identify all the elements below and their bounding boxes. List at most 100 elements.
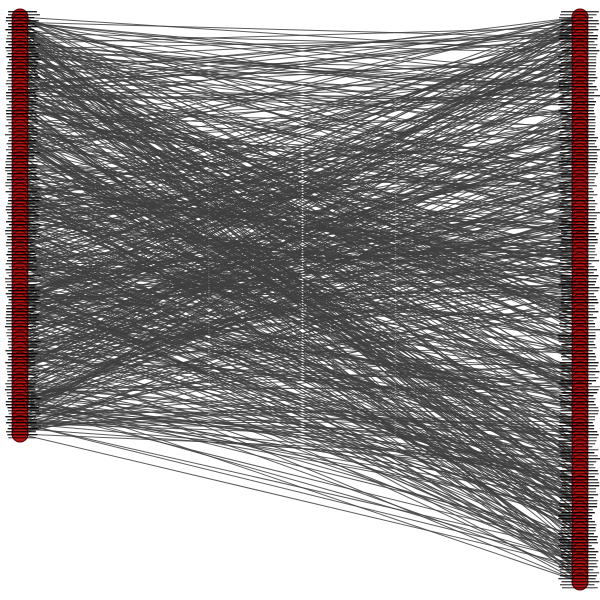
right-label-mark [561, 524, 597, 526]
right-label-mark [560, 191, 594, 193]
right-label-mark [559, 395, 594, 397]
edge [19, 32, 581, 92]
right-label-mark [562, 359, 596, 361]
edge [19, 211, 581, 287]
edge [19, 203, 581, 308]
right-label-mark [561, 551, 599, 553]
right-label-mark [559, 560, 599, 562]
right-label-mark [561, 563, 597, 565]
right-label-mark [559, 317, 597, 319]
right-label-mark [559, 431, 598, 433]
left-label-mark [6, 311, 34, 313]
right-label-mark [560, 242, 598, 244]
left-label-mark [5, 317, 37, 319]
right-label-mark [560, 575, 597, 577]
right-label-mark [559, 131, 595, 133]
right-label-mark [558, 566, 598, 568]
left-label-mark [5, 263, 34, 265]
edge [19, 16, 581, 282]
left-label-mark [5, 281, 38, 283]
left-label-mark [8, 197, 42, 199]
left-label-mark [5, 233, 37, 235]
edge [19, 174, 581, 293]
right-label-mark [558, 164, 596, 166]
right-label-mark [559, 35, 598, 37]
left-label-mark [5, 209, 39, 211]
edge [19, 43, 581, 479]
left-label-mark [6, 149, 34, 151]
edge [19, 16, 581, 189]
right-label-mark [560, 113, 595, 115]
right-label-mark [561, 494, 599, 496]
left-label-mark [6, 272, 35, 274]
left-label-mark [6, 335, 40, 337]
edge [19, 101, 581, 572]
right-label-mark [558, 188, 593, 190]
right-label-mark [561, 512, 595, 514]
left-label-mark [5, 350, 34, 352]
right-label-mark [560, 299, 598, 301]
edge [19, 391, 581, 459]
left-label-mark [6, 164, 38, 166]
right-label-mark [558, 464, 594, 466]
edge [19, 264, 581, 293]
edge [19, 37, 581, 345]
left-label-mark [6, 386, 34, 388]
left-label-mark [8, 14, 40, 16]
edge [19, 285, 581, 443]
right-label-mark [561, 587, 598, 589]
left-label-mark [5, 29, 35, 31]
edge [19, 217, 581, 345]
left-label-mark [5, 389, 36, 391]
left-label-mark [6, 260, 37, 262]
edge [19, 196, 581, 339]
edge [19, 364, 581, 521]
edge [19, 359, 581, 552]
left-label-mark [6, 176, 38, 178]
right-label-mark [559, 32, 594, 34]
edge [19, 53, 581, 376]
right-label-mark [560, 14, 597, 16]
edge [19, 58, 581, 225]
right-label-mark [560, 419, 596, 421]
left-label-mark [7, 203, 36, 205]
right-label-mark [561, 344, 596, 346]
left-label-mark [6, 155, 35, 157]
edge [19, 42, 581, 142]
left-label-mark [6, 308, 37, 310]
right-label-mark [561, 329, 600, 331]
right-label-mark [559, 152, 597, 154]
right-label-mark [559, 569, 594, 571]
left-label-mark [6, 305, 36, 307]
left-label-mark [5, 20, 39, 22]
edge [19, 213, 581, 435]
left-label-mark [5, 383, 36, 385]
right-label-mark [558, 446, 593, 448]
edge [19, 301, 581, 396]
right-label-mark [558, 65, 596, 67]
edge [19, 101, 581, 319]
edge [19, 180, 581, 262]
left-label-mark [6, 116, 40, 118]
edge [19, 21, 581, 116]
edge [19, 120, 581, 187]
right-label-mark [560, 107, 594, 109]
right-label-mark [558, 227, 597, 229]
right-label-mark [561, 20, 599, 22]
right-label-mark [560, 245, 595, 247]
right-label-mark [560, 371, 600, 373]
right-label-mark [561, 143, 595, 145]
right-label-mark [558, 284, 595, 286]
left-label-mark [6, 17, 35, 19]
left-label-mark [8, 290, 40, 292]
right-label-mark [561, 377, 599, 379]
edge [19, 137, 581, 541]
right-label-mark [561, 149, 600, 151]
right-label-mark [559, 422, 593, 424]
right-label-mark [561, 230, 595, 232]
edge [19, 48, 581, 536]
right-label-mark [561, 554, 597, 556]
left-label-mark [7, 65, 38, 67]
right-label-mark [559, 455, 598, 457]
left-label-mark [7, 71, 37, 73]
